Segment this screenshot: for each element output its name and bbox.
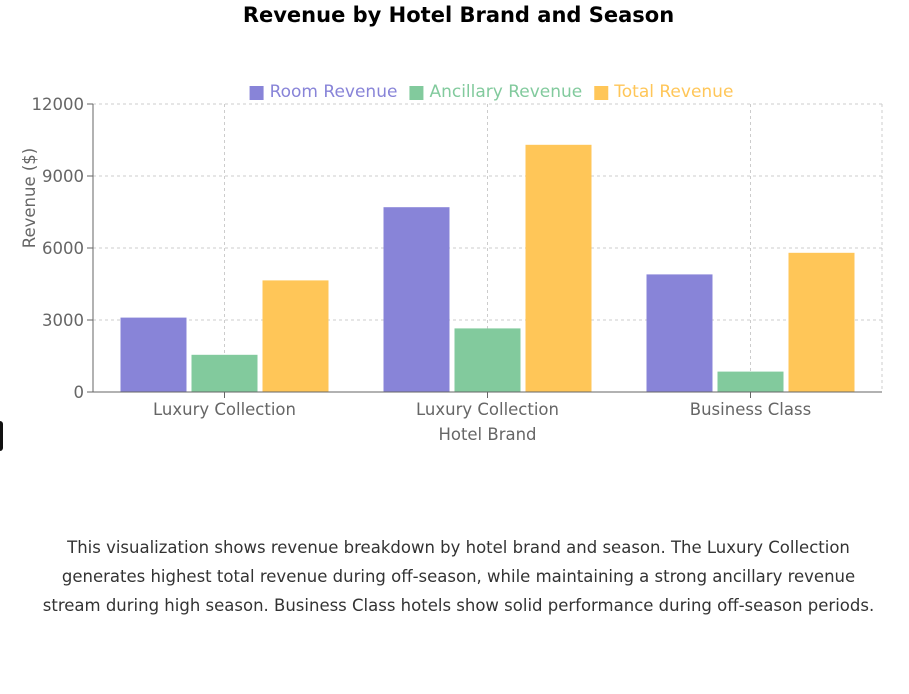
edge-handle bbox=[0, 421, 3, 451]
x-tick-label: Luxury Collection bbox=[153, 400, 296, 419]
legend-label: Total Revenue bbox=[613, 82, 733, 102]
chart-title: Revenue by Hotel Brand and Season bbox=[242, 3, 675, 27]
y-tick-label: 3000 bbox=[42, 311, 84, 330]
chart-description: This visualization shows revenue breakdo… bbox=[42, 538, 875, 615]
bar bbox=[262, 280, 329, 392]
y-tick-label: 9000 bbox=[42, 167, 84, 186]
legend-item: Room Revenue bbox=[249, 82, 398, 102]
y-axis-title: Revenue ($) bbox=[20, 148, 39, 248]
bar bbox=[788, 252, 855, 392]
legend-swatch bbox=[594, 86, 609, 100]
bar bbox=[717, 371, 784, 392]
bar bbox=[191, 354, 258, 392]
y-tick-label: 6000 bbox=[42, 239, 84, 258]
y-tick-label: 12000 bbox=[32, 95, 85, 114]
bar-chart: 0 3000 6000 9000 12000 Luxury Collection Luxur… bbox=[20, 82, 883, 444]
bar bbox=[454, 328, 521, 392]
legend-swatch bbox=[249, 86, 264, 100]
legend-item: Total Revenue bbox=[594, 82, 733, 102]
bars bbox=[120, 144, 855, 392]
y-tick-label: 0 bbox=[74, 383, 85, 402]
legend-label: Ancillary Revenue bbox=[429, 82, 582, 102]
legend-item: Ancillary Revenue bbox=[409, 82, 582, 102]
x-axis-title: Hotel Brand bbox=[438, 425, 536, 444]
x-tick-label: Business Class bbox=[690, 400, 811, 419]
x-tick-label: Luxury Collection bbox=[416, 400, 559, 419]
bar bbox=[120, 317, 187, 392]
legend-label: Room Revenue bbox=[270, 82, 398, 102]
axes: 0 3000 6000 9000 12000 Luxury Collection Luxur… bbox=[20, 95, 882, 444]
bar bbox=[646, 274, 713, 392]
bar bbox=[383, 207, 450, 392]
legend-swatch bbox=[409, 86, 424, 100]
legend: Room Revenue Ancillary Revenue Total Reven… bbox=[249, 82, 733, 102]
grid-lines bbox=[93, 103, 883, 392]
bar bbox=[525, 144, 592, 392]
